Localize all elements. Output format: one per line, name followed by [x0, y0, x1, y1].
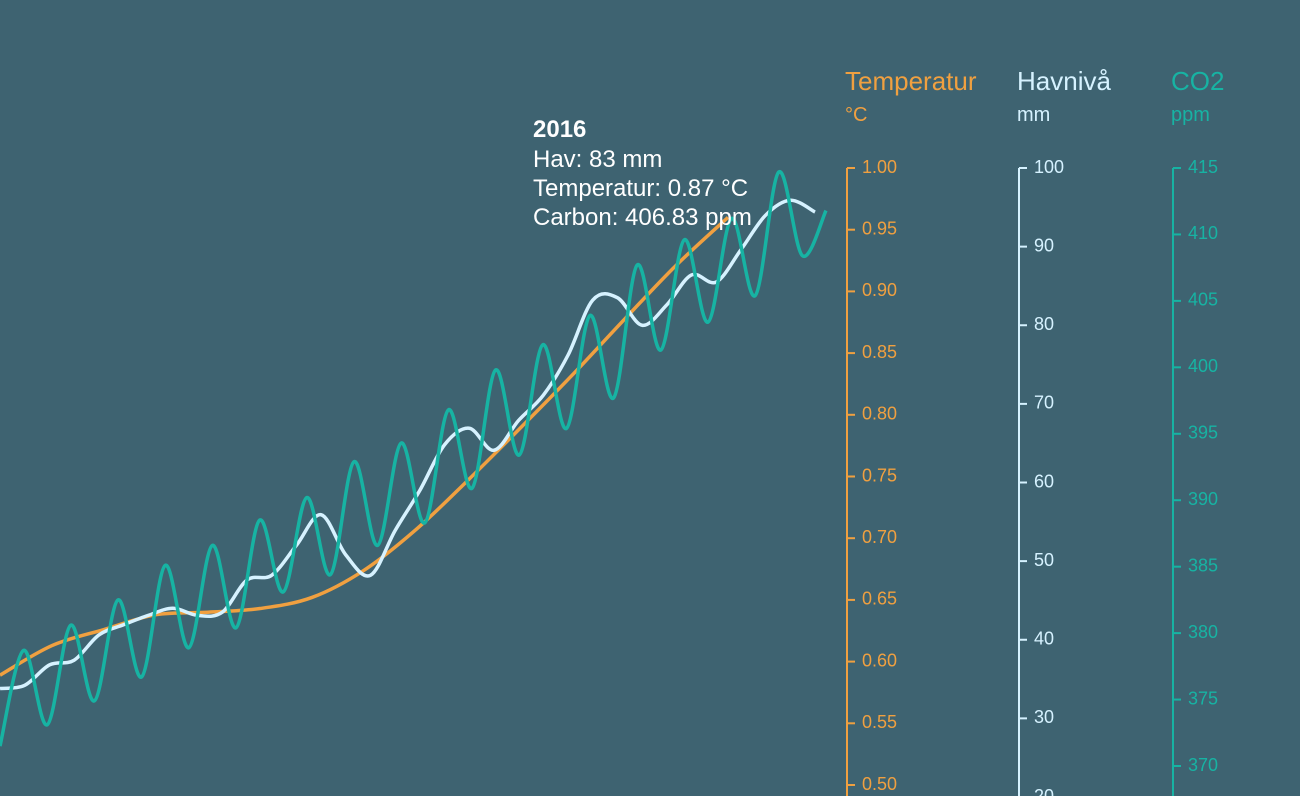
y-tick-label: 0.90 [862, 280, 897, 300]
y-tick-label: 375 [1188, 688, 1218, 708]
axis-unit: mm [1017, 104, 1050, 126]
axis-title: Havnivå [1017, 66, 1111, 96]
y-tick-label: 20 [1034, 786, 1054, 796]
y-tick-label: 370 [1188, 755, 1218, 775]
y-tick-label: 0.80 [862, 404, 897, 424]
y-tick-label: 415 [1188, 157, 1218, 177]
axis-unit: ppm [1171, 104, 1210, 126]
y-tick-label: 0.85 [862, 342, 897, 362]
axis-unit: °C [845, 104, 867, 126]
y-tick-label: 1.00 [862, 157, 897, 177]
tooltip: 2016 Hav: 83 mm Temperatur: 0.87 °C Carb… [533, 116, 752, 231]
y-tick-label: 0.60 [862, 650, 897, 670]
tooltip-line: Temperatur: 0.87 °C [533, 175, 748, 202]
y-tick-label: 80 [1034, 314, 1054, 334]
y-tick-label: 50 [1034, 550, 1054, 570]
tooltip-line: Carbon: 406.83 ppm [533, 204, 752, 231]
y-tick-label: 100 [1034, 157, 1064, 177]
y-tick-label: 30 [1034, 707, 1054, 727]
axis: Temperatur °C 0.50 0.55 0.60 0.65 0.70 0.75 0.80… [845, 66, 977, 796]
y-tick-label: 380 [1188, 622, 1218, 642]
series-line [0, 198, 816, 691]
y-tick-label: 390 [1188, 489, 1218, 509]
y-tick-label: 385 [1188, 555, 1218, 575]
y-tick-label: 60 [1034, 471, 1054, 491]
tooltip-line: Hav: 83 mm [533, 146, 662, 173]
axis-title: CO2 [1171, 66, 1224, 96]
axis: Havnivå mm 20 30 40 50 60 70 80 90 100 [1017, 66, 1111, 796]
y-tick-label: 0.70 [862, 527, 897, 547]
y-tick-label: 0.95 [862, 218, 897, 238]
tooltip-title: 2016 [533, 116, 586, 143]
y-tick-label: 40 [1034, 629, 1054, 649]
series-line [0, 170, 828, 747]
y-tick-label: 0.55 [862, 712, 897, 732]
y-tick-label: 0.75 [862, 465, 897, 485]
y-tick-label: 410 [1188, 223, 1218, 243]
y-tick-label: 70 [1034, 393, 1054, 413]
y-tick-label: 0.50 [862, 774, 897, 794]
y-tick-label: 400 [1188, 356, 1218, 376]
y-tick-label: 90 [1034, 235, 1054, 255]
y-tick-label: 0.65 [862, 589, 897, 609]
y-tick-label: 405 [1188, 290, 1218, 310]
y-tick-label: 395 [1188, 423, 1218, 443]
axis-title: Temperatur [845, 66, 977, 96]
axis: CO2 ppm 370 375 380 385 390 395 400 405 410 415 [1171, 66, 1224, 796]
